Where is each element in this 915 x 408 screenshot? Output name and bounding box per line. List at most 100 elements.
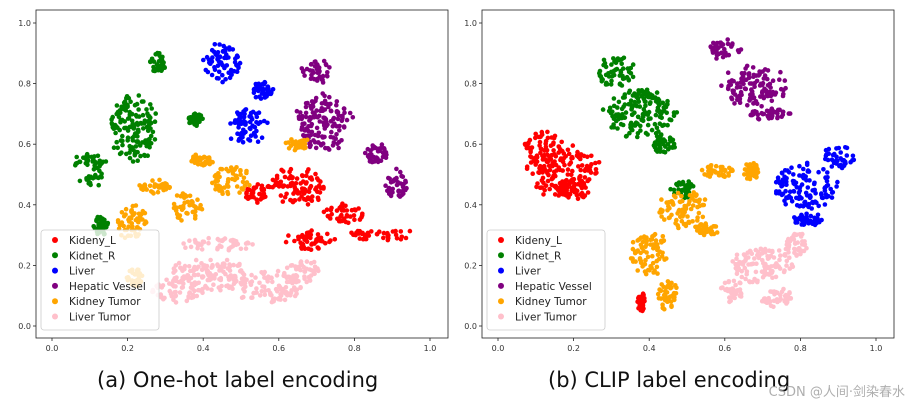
data-point [117, 127, 122, 133]
data-point [780, 112, 786, 117]
data-point [180, 275, 185, 281]
data-point [234, 278, 239, 284]
data-point [88, 174, 94, 180]
data-point [255, 182, 261, 187]
data-point [671, 110, 677, 115]
data-point [649, 265, 654, 271]
data-point [191, 272, 197, 278]
data-point [600, 107, 606, 112]
legend-box [486, 229, 606, 331]
data-point [774, 190, 779, 195]
data-point [786, 111, 792, 116]
data-point [88, 182, 93, 188]
data-point [379, 142, 385, 147]
data-point [545, 178, 551, 184]
data-point [96, 182, 101, 188]
data-point [679, 193, 684, 199]
data-point [829, 195, 835, 200]
data-point [792, 231, 797, 237]
data-point [334, 102, 339, 108]
y-tick-label: 1.0 [464, 19, 477, 28]
data-point [547, 167, 553, 173]
data-point [559, 139, 564, 145]
data-point [262, 292, 268, 298]
data-point [661, 105, 667, 110]
data-point [261, 187, 267, 193]
data-point [208, 257, 213, 263]
data-point [123, 108, 129, 113]
data-point [694, 198, 699, 204]
data-point [673, 291, 679, 296]
data-point [564, 177, 569, 183]
data-point [299, 234, 305, 240]
data-point [307, 267, 313, 272]
data-point [135, 216, 140, 221]
data-point [597, 68, 603, 74]
data-point [703, 229, 709, 235]
data-point [655, 245, 661, 251]
data-point [659, 254, 665, 259]
data-point [398, 181, 403, 186]
data-point [563, 193, 569, 198]
data-point [144, 107, 149, 112]
data-point [585, 190, 591, 195]
data-point [757, 253, 762, 259]
data-point [779, 184, 784, 189]
data-point [190, 286, 195, 291]
data-point [288, 181, 294, 186]
legend-label: Kidney Tumor [69, 296, 141, 308]
data-point [792, 182, 798, 187]
data-point [288, 173, 294, 179]
data-point [316, 246, 321, 251]
data-point [315, 232, 321, 237]
data-point [299, 138, 305, 144]
data-point [829, 190, 835, 195]
data-point [242, 183, 248, 189]
data-point [620, 73, 625, 79]
data-point [785, 168, 790, 173]
data-point [666, 200, 671, 205]
data-point [533, 135, 538, 141]
data-point [130, 203, 136, 209]
data-point [339, 212, 344, 218]
data-point [657, 121, 663, 126]
data-point [788, 195, 794, 201]
data-point [297, 144, 302, 149]
data-point [560, 148, 565, 154]
data-point [289, 288, 294, 293]
data-point [158, 292, 164, 297]
data-point [736, 261, 742, 267]
data-point [696, 224, 702, 229]
data-point [323, 240, 328, 246]
data-point [375, 149, 381, 154]
data-point [231, 262, 236, 268]
data-point [340, 218, 345, 224]
data-point [628, 65, 634, 71]
y-tick-label: 0.2 [18, 261, 31, 270]
data-point [822, 202, 828, 207]
data-point [786, 250, 791, 255]
data-point [669, 303, 674, 309]
data-point [549, 182, 555, 188]
series-liver-tumor [718, 231, 809, 310]
data-point [792, 215, 797, 220]
data-point [656, 296, 662, 301]
data-point [655, 271, 660, 276]
data-point [86, 177, 91, 183]
data-point [671, 187, 677, 193]
data-point [283, 285, 289, 290]
data-point [370, 146, 376, 151]
data-point [702, 224, 707, 229]
data-point [652, 268, 657, 273]
data-point [755, 166, 760, 172]
data-point [679, 208, 684, 213]
data-point [620, 95, 626, 100]
legend-label: Kideny_L [515, 235, 562, 247]
data-point [742, 265, 748, 271]
data-point [773, 179, 779, 185]
data-point [173, 293, 179, 298]
data-point [746, 262, 751, 267]
data-point [773, 90, 779, 95]
data-point [677, 199, 683, 205]
data-point [534, 155, 540, 160]
